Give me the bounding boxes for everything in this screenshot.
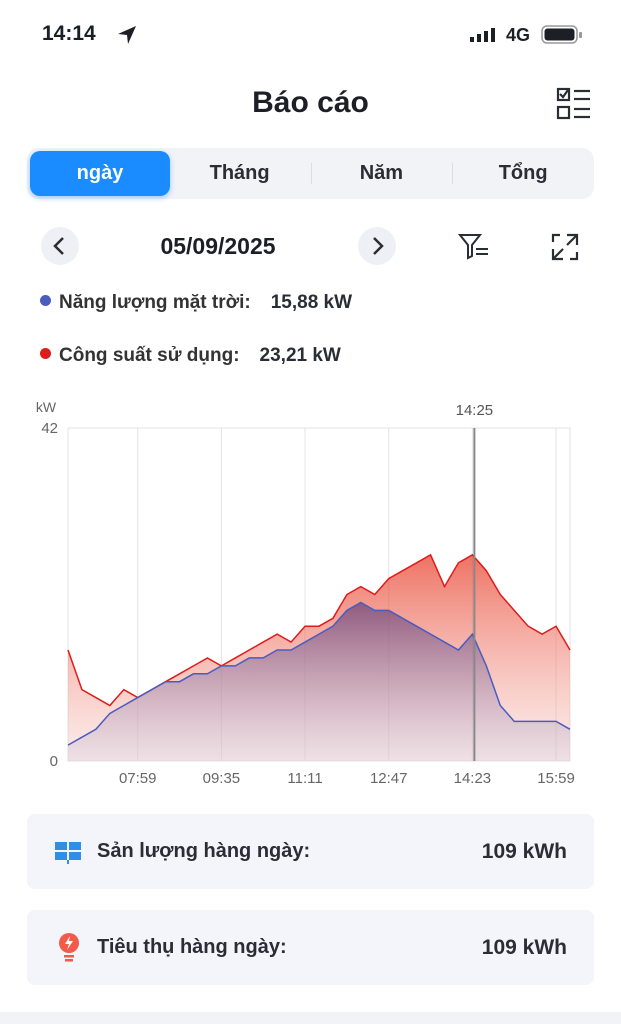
legend-label: Năng lượng mặt trời:: [59, 292, 251, 313]
bulb-icon: [59, 933, 79, 962]
legend-value: 15,88 kW: [270, 292, 353, 313]
cursor-label: 14:25: [456, 402, 494, 419]
next-date-button[interactable]: [358, 227, 396, 265]
summary-value: 109 kWh: [481, 840, 567, 863]
tab[interactable]: Tháng: [209, 162, 270, 184]
status-time: 14:14: [42, 22, 96, 45]
chevron-right: [373, 237, 384, 255]
x-tick-label: 15:59: [537, 770, 575, 787]
solar-icon: [55, 842, 81, 864]
legend-dot: [40, 295, 51, 306]
chevron-left: [53, 237, 64, 255]
location-icon: [118, 26, 136, 44]
date: 05/09/2025: [160, 233, 276, 259]
legend-label: Công suất sử dụng:: [59, 345, 240, 366]
x-tick-label: 09:35: [203, 770, 241, 787]
network-type: 4G: [506, 25, 531, 45]
y-tick-label: 0: [50, 753, 58, 770]
legend-value: 23,21 kW: [259, 345, 341, 366]
y-axis-label: kW: [36, 399, 57, 415]
summary-value: 109 kWh: [481, 936, 567, 959]
chart: kW 0 42 07:59 09:35 11:11 12:47 14:23 15:59 14:25: [36, 399, 575, 787]
battery-icon: [541, 25, 582, 44]
y-tick-label: 42: [41, 420, 58, 437]
prev-date-button[interactable]: [41, 227, 79, 265]
legend-consumption: Công suất sử dụng: 23,21 kW: [40, 345, 341, 367]
page-title: Báo cáo: [252, 86, 369, 119]
summary-label: Tiêu thụ hàng ngày:: [97, 936, 287, 958]
summary-card: Sản lượng hàng ngày: 109 kWh: [27, 814, 594, 889]
tab-separator: [452, 163, 454, 184]
bottom-strip: [0, 1012, 621, 1024]
tab[interactable]: Năm: [359, 162, 404, 184]
signal-icon: [470, 28, 495, 42]
legend-solar: Năng lượng mặt trời: 15,88 kW: [40, 292, 352, 314]
series-line: [67, 601, 571, 746]
legend-dot: [40, 348, 51, 359]
summary-label: Sản lượng hàng ngày:: [97, 840, 311, 862]
x-tick-label: 14:23: [454, 770, 492, 787]
menu-button[interactable]: [556, 86, 592, 122]
expand-button[interactable]: [551, 233, 579, 261]
x-tick-label: 11:11: [287, 770, 322, 787]
x-tick-label: 07:59: [119, 770, 157, 787]
summary-card: Tiêu thụ hàng ngày: 109 kWh: [27, 910, 594, 985]
filter-button[interactable]: [458, 232, 490, 262]
x-tick-label: 12:47: [370, 770, 408, 787]
tab-bar: ngày Tháng Năm Tổng: [27, 148, 594, 199]
tab[interactable]: Tổng: [498, 162, 548, 184]
tab-separator: [310, 163, 312, 184]
tab[interactable]: ngày: [30, 151, 170, 196]
